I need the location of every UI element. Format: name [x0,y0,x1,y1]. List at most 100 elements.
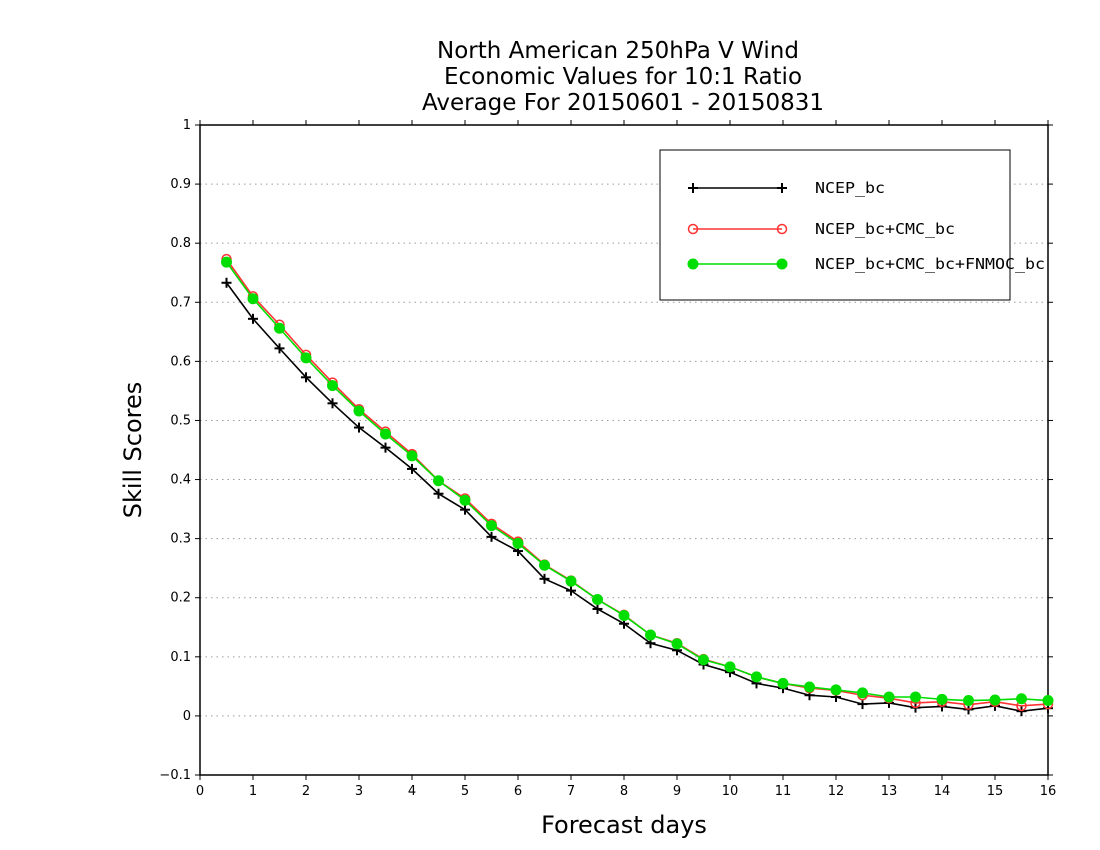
y-tick-label: 0.5 [170,413,191,428]
y-tick-label: 0.7 [170,295,191,310]
x-tick-label: 3 [355,784,363,799]
y-tick-label: 0.3 [170,532,191,547]
y-tick-label: 1 [183,118,191,133]
data-point-plus [274,343,285,354]
y-axis-label: Skill Scores [119,382,147,519]
x-tick-label: 13 [881,784,898,799]
data-point-filled-circle [592,594,603,605]
data-point-filled-circle [274,322,285,334]
y-tick-label: 0.8 [170,236,191,251]
x-tick-label: 2 [302,784,310,799]
y-tick-label: 0.9 [170,177,191,192]
series-layer [221,253,1054,717]
data-point-filled-circle [406,450,418,462]
data-point-plus [460,504,470,515]
data-point-filled-circle [910,691,921,703]
chart-title-line-1: North American 250hPa V Wind [437,38,799,64]
y-tick-label: 0.4 [170,473,191,488]
y-tick-label: 0 [183,709,191,724]
data-point-filled-circle [776,258,788,270]
data-point-plus [354,422,364,433]
x-tick-label: 16 [1040,784,1057,799]
data-point-plus [857,699,868,710]
y-tick-label: 0.1 [170,650,191,665]
data-point-filled-circle [777,677,789,689]
x-tick-label: 7 [567,784,575,799]
data-point-plus [301,372,311,383]
data-point-filled-circle [830,684,842,696]
data-point-filled-circle [687,258,699,270]
data-point-plus [1016,706,1027,717]
data-point-plus [566,585,576,596]
y-tick-label: −0.1 [159,768,191,783]
x-tick-label: 1 [249,784,257,799]
data-point-filled-circle [327,380,338,392]
data-point-plus [221,277,232,288]
data-point-filled-circle [804,681,815,693]
data-point-filled-circle [857,687,868,699]
data-point-plus [777,183,787,193]
data-point-filled-circle [963,695,974,707]
y-tick-label: 0.6 [170,354,191,369]
data-point-filled-circle [433,475,444,487]
data-point-filled-circle [883,691,895,703]
data-point-filled-circle [459,494,471,506]
x-tick-label: 4 [408,784,416,799]
legend-label: NCEP_bc+CMC_bc [815,220,955,238]
x-tick-label: 14 [934,784,951,799]
data-point-filled-circle [353,405,365,417]
data-point-plus [486,531,497,542]
data-point-filled-circle [539,559,550,571]
data-point-filled-circle [565,575,577,587]
chart-title-line-3: Average For 20150601 - 20150831 [422,90,824,116]
data-point-filled-circle [698,654,709,666]
legend-label: NCEP_bc [815,179,885,197]
data-point-filled-circle [247,293,259,305]
data-point-filled-circle [989,694,1001,706]
data-point-plus [433,488,444,499]
legend-label: NCEP_bc+CMC_bc+FNMOC_bc [815,255,1045,273]
x-tick-label: 11 [775,784,792,799]
data-point-filled-circle [221,256,232,268]
data-point-plus [688,183,698,193]
data-point-open-circle [687,223,699,235]
data-point-plus [407,463,417,474]
x-tick-label: 8 [620,784,628,799]
y-axis-ticks: −0.1 0 0.1 0.2 0.3 0.4 0.5 0.6 0.7 0.8 0.9 1 [159,118,1053,783]
chart-title-line-2: Economic Values for 10:1 Ratio [444,64,802,90]
data-point-filled-circle [300,352,312,364]
data-point-open-circle [776,223,788,235]
x-tick-label: 15 [987,784,1004,799]
legend-entries: NCEP_bc NCEP_bc+CMC_bc NCEP_bc+CMC_bc+FNMO… [687,179,1045,273]
grid-lines [200,183,1048,717]
x-axis-label: Forecast days [541,811,707,839]
y-tick-label: 0.2 [170,591,191,606]
data-point-filled-circle [1042,695,1054,707]
legend-box [659,149,1011,301]
data-point-filled-circle [645,629,656,641]
legend-entry: NCEP_bc+CMC_bc [687,220,955,238]
x-axis-ticks: 0 1 2 3 4 5 6 7 8 9 10 11 12 13 14 15 16 [196,120,1056,799]
data-point-filled-circle [380,428,391,440]
legend-entry: NCEP_bc [688,179,885,197]
legend-entry: NCEP_bc+CMC_bc+FNMOC_bc [687,255,1045,273]
data-point-filled-circle [486,520,497,532]
data-point-filled-circle [936,693,948,705]
data-point-filled-circle [724,661,736,673]
series-3 [221,256,1054,707]
data-point-filled-circle [1016,693,1027,705]
x-tick-label: 6 [514,784,522,799]
data-point-plus [380,442,391,453]
legend: NCEP_bc NCEP_bc+CMC_bc NCEP_bc+CMC_bc+FNMO… [659,149,1045,301]
data-point-plus [592,603,603,614]
data-point-plus [248,313,258,324]
x-tick-label: 12 [828,784,845,799]
data-point-filled-circle [671,638,683,650]
x-tick-label: 9 [673,784,681,799]
x-tick-label: 5 [461,784,469,799]
data-point-plus [539,573,550,584]
data-point-plus [327,398,338,409]
x-tick-label: 0 [196,784,204,799]
